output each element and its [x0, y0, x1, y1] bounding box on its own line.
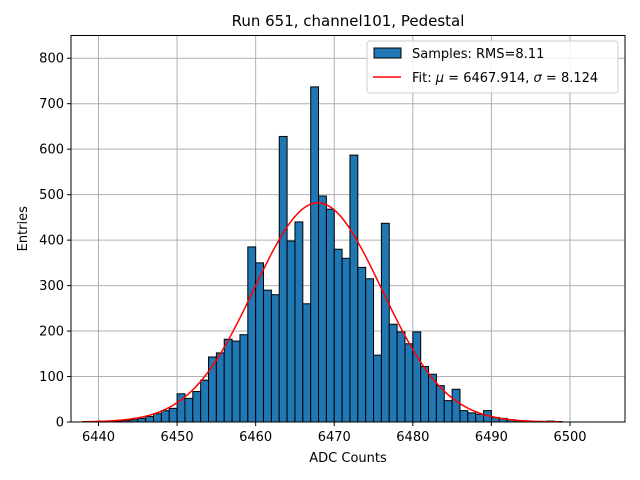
histogram-bar [443, 400, 453, 423]
histogram-bar [341, 257, 351, 423]
y-tick-label: 0 [56, 416, 64, 431]
x-tick-label: 6440 [82, 430, 115, 445]
histogram-bar [239, 334, 249, 423]
histogram-bar [412, 331, 422, 423]
histogram-bar [294, 221, 304, 423]
x-axis-ticks: 6440 6450 6460 6470 6480 6490 6500 [82, 422, 587, 445]
histogram-bar [467, 412, 477, 423]
histogram-bar [223, 338, 233, 423]
y-tick-label: 100 [39, 370, 64, 385]
plot-frame [70, 35, 626, 423]
x-grid [98, 35, 571, 422]
legend: Samples: RMS=8.11 Fit: μ = 6467.914, σ =… [366, 40, 619, 94]
histogram-bar [380, 222, 390, 423]
y-tick-label: 400 [39, 234, 64, 249]
histogram-bar [420, 366, 430, 423]
legend-fit-prefix: Fit: [412, 71, 436, 86]
y-tick-label: 200 [39, 325, 64, 340]
histogram-bar [231, 340, 241, 423]
histogram-bar [365, 278, 375, 423]
chart-title: Run 651, channel101, Pedestal [232, 12, 465, 30]
histogram-bar [286, 240, 296, 423]
histogram-bar [459, 410, 469, 423]
histogram-bar [435, 385, 445, 423]
histogram-bar [160, 410, 170, 423]
legend-box [366, 40, 619, 94]
legend-sigma-symbol: σ [534, 71, 543, 86]
y-tick-label: 700 [39, 97, 64, 112]
x-tick-label: 6460 [239, 430, 272, 445]
histogram-bar [153, 413, 162, 423]
x-tick-label: 6500 [553, 430, 586, 445]
legend-sigma-value: 8.124 [561, 71, 598, 86]
y-axis-ticks: 0 100 200 300 400 500 600 700 800 [39, 52, 71, 431]
legend-label-fit: Fit: μ = 6467.914, σ = 8.124 [412, 71, 598, 86]
histogram-bar [215, 352, 225, 423]
histogram-bar [200, 379, 210, 423]
histogram-bar [325, 208, 335, 423]
x-axis-label: ADC Counts [309, 451, 387, 466]
histogram-bar [333, 248, 343, 423]
histogram-bars [82, 86, 563, 423]
histogram-bar [475, 413, 485, 423]
histogram-bar [270, 294, 280, 423]
legend-label-samples: Samples: RMS=8.11 [412, 47, 544, 62]
histogram-bar [318, 195, 327, 423]
histogram-bar [396, 331, 406, 423]
x-tick-label: 6450 [161, 430, 194, 445]
histogram-bar [278, 135, 288, 423]
histogram-bar [388, 323, 398, 423]
histogram-bar [310, 86, 320, 423]
histogram-bar [255, 262, 265, 423]
x-tick-label: 6480 [396, 430, 429, 445]
histogram-bar [451, 388, 461, 423]
histogram-bar [404, 343, 414, 423]
legend-mu-value: 6467.914 [463, 71, 525, 86]
histogram-bar [168, 407, 178, 423]
histogram-bar [302, 303, 312, 423]
histogram-bar [349, 154, 359, 423]
y-axis-label: Entries [16, 206, 31, 252]
y-tick-label: 800 [39, 52, 64, 67]
histogram-bar [137, 417, 147, 423]
x-tick-label: 6490 [475, 430, 508, 445]
histogram-bar [263, 289, 272, 423]
legend-swatch-samples [373, 47, 402, 59]
gaussian-fit-curve [82, 202, 563, 423]
histogram-bar [373, 354, 382, 423]
y-tick-label: 500 [39, 188, 64, 203]
x-tick-label: 6470 [318, 430, 351, 445]
histogram-bar [145, 416, 155, 423]
y-tick-label: 600 [39, 143, 64, 158]
histogram-bar [192, 391, 202, 423]
legend-mu-symbol: μ [435, 71, 444, 86]
histogram-bar [184, 397, 194, 423]
histogram-bar [247, 246, 257, 423]
histogram-bar [357, 266, 367, 423]
y-tick-label: 300 [39, 279, 64, 294]
